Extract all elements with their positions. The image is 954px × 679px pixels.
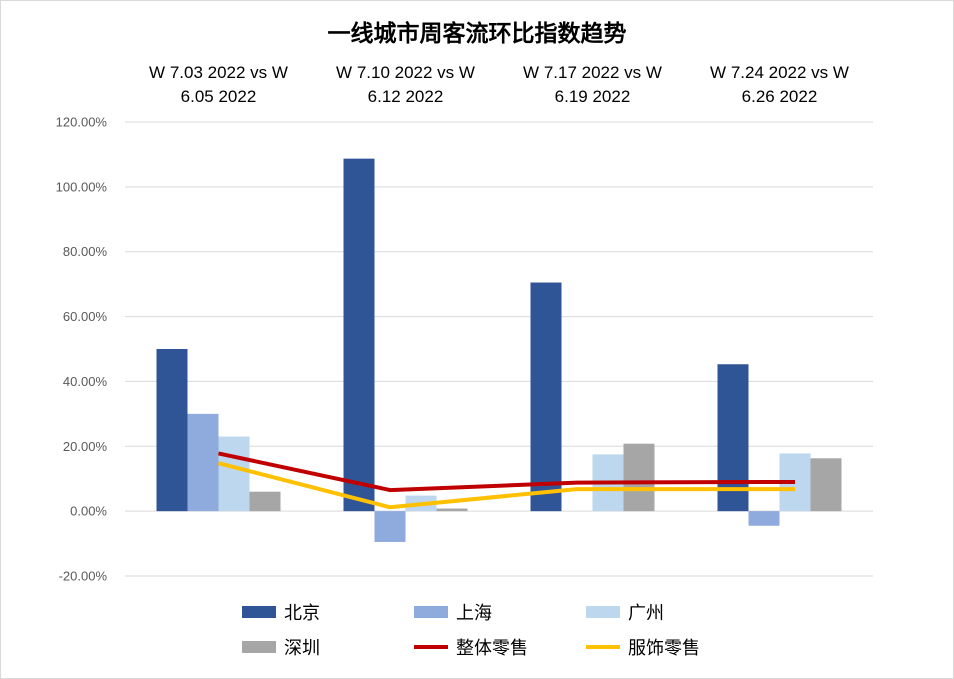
legend-item: 上海 [414, 600, 492, 624]
legend-swatch [242, 606, 276, 618]
bar-北京 [530, 282, 562, 512]
category-label: 6.26 2022 [742, 87, 818, 106]
bar-北京 [343, 158, 375, 512]
y-tick-label: 120.00% [56, 115, 108, 130]
y-tick-label: 100.00% [56, 179, 108, 194]
y-tick-label: 20.00% [63, 439, 108, 454]
bar-上海 [187, 413, 219, 512]
line-整体零售 [218, 451, 796, 493]
bar-深圳 [623, 443, 655, 512]
legend-swatch [242, 641, 276, 653]
legend-swatch [414, 645, 448, 649]
bar-深圳 [249, 491, 281, 512]
bar-深圳 [810, 458, 842, 512]
y-tick-label: 60.00% [63, 309, 108, 324]
legend-item: 深圳 [242, 635, 320, 659]
legend-item: 北京 [242, 600, 320, 624]
legend-swatch [414, 606, 448, 618]
category-label: W 7.17 2022 vs W [523, 63, 662, 82]
legend-label: 北京 [284, 603, 320, 624]
legend-item: 整体零售 [414, 635, 528, 659]
chart-title: 一线城市周客流环比指数趋势 [327, 21, 627, 47]
category-label: W 7.10 2022 vs W [336, 63, 475, 82]
bar-上海 [374, 511, 406, 542]
legend-item: 服饰零售 [586, 635, 700, 659]
legend-label: 上海 [456, 603, 492, 624]
legend-label: 广州 [628, 603, 664, 624]
legend-label: 整体零售 [456, 638, 528, 659]
legend-swatch [586, 645, 620, 649]
bar-深圳 [436, 508, 468, 512]
bar-北京 [717, 364, 749, 512]
legend-swatch [586, 606, 620, 618]
legend-item: 广州 [586, 600, 664, 624]
y-tick-label: 40.00% [63, 374, 108, 389]
bar-北京 [156, 349, 188, 512]
y-tick-label: -20.00% [59, 569, 108, 584]
legend-label: 服饰零售 [628, 638, 700, 659]
y-tick-label: 80.00% [63, 244, 108, 259]
category-label: 6.05 2022 [181, 87, 257, 106]
bar-广州 [218, 436, 250, 512]
line-服饰零售 [218, 461, 795, 510]
category-label: 6.19 2022 [555, 87, 631, 106]
legend-label: 深圳 [284, 638, 320, 659]
y-tick-label: 0.00% [70, 504, 107, 519]
category-label: W 7.03 2022 vs W [149, 63, 288, 82]
bar-上海 [748, 511, 780, 526]
category-label: W 7.24 2022 vs W [710, 63, 849, 82]
category-label: 6.12 2022 [368, 87, 444, 106]
